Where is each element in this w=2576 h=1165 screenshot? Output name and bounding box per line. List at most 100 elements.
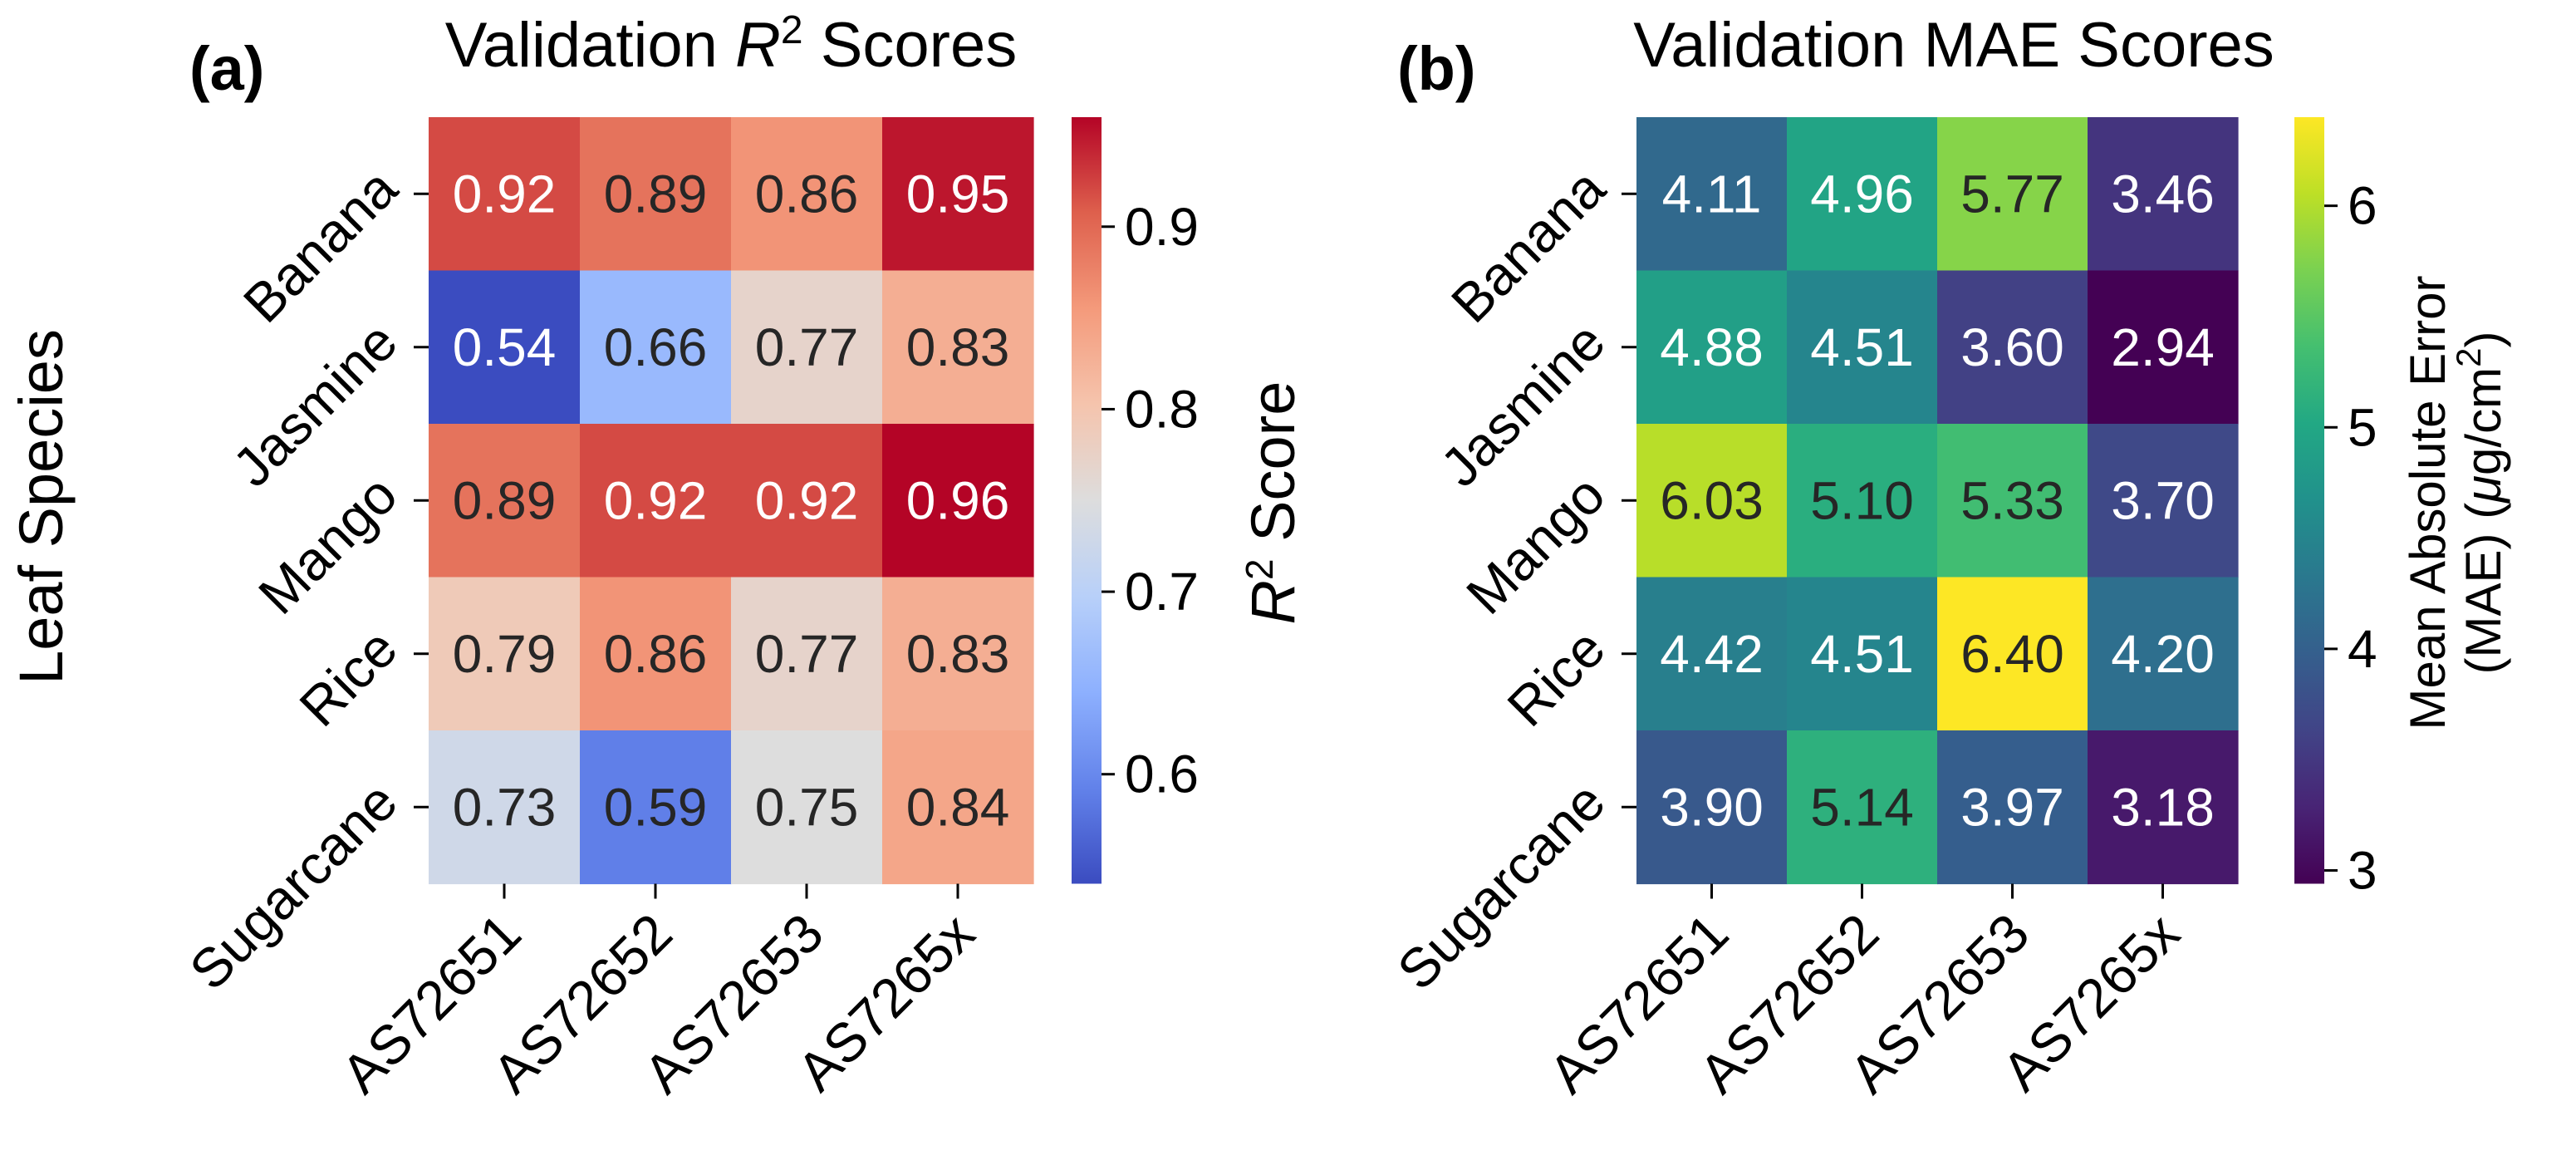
cell-label-a-3-3: 0.83 xyxy=(906,624,1010,684)
colorbar-a-label-suffix: Score xyxy=(1239,381,1308,559)
heatmap-mae: 4.11 4.96 5.77 3.46 4.88 4.51 3.60 2.94 6.03 5.10… xyxy=(1636,117,2239,885)
cell-a-0-1 xyxy=(580,117,732,272)
colorbar-tick-label-a-3: 0.9 xyxy=(1125,197,1199,257)
cell-a-0-3 xyxy=(882,117,1034,272)
colorbar-b-label-unit: g/cm xyxy=(2456,367,2511,475)
cell-a-4-0 xyxy=(429,730,581,885)
colorbar-b-label-suffix: ) xyxy=(2456,332,2511,348)
cell-label-b-1-1: 4.51 xyxy=(1810,317,1914,377)
ytick-label-b-0: Banana xyxy=(1440,157,1617,334)
cell-a-4-1 xyxy=(580,730,732,885)
cell-b-3-0 xyxy=(1636,577,1788,731)
cell-a-4-3 xyxy=(882,730,1034,885)
cell-label-a-0-1: 0.89 xyxy=(604,164,708,224)
cell-b-0-3 xyxy=(2088,117,2239,272)
cell-a-3-2 xyxy=(731,577,883,731)
cell-b-0-0 xyxy=(1636,117,1788,272)
cell-label-a-1-0: 0.54 xyxy=(453,317,557,377)
colorbar-a-label: R2 Score xyxy=(1238,381,1308,625)
colorbar-tick-label-a-0: 0.6 xyxy=(1125,745,1199,804)
panel-a-title-prefix: Validation xyxy=(445,10,735,81)
panel-a-label: (a) xyxy=(189,34,264,103)
ytick-label-a-1: Jasmine xyxy=(221,310,409,498)
cell-b-1-3 xyxy=(2088,270,2239,425)
panel-b: (b) Validation MAE Scores 4.11 4.96 5.77 3.… xyxy=(1386,10,2511,1104)
cell-label-b-2-3: 3.70 xyxy=(2111,470,2215,530)
figure-ylabel: Leaf Species xyxy=(7,329,76,685)
cell-a-1-3 xyxy=(882,270,1034,425)
cell-a-0-2 xyxy=(731,117,883,272)
ytick-label-b-1: Jasmine xyxy=(1429,310,1617,498)
cell-a-2-0 xyxy=(429,424,581,578)
cell-label-a-4-1: 0.59 xyxy=(604,777,708,837)
cell-label-b-2-2: 5.33 xyxy=(1960,470,2064,530)
cell-label-a-1-3: 0.83 xyxy=(906,317,1010,377)
cell-b-1-0 xyxy=(1636,270,1788,425)
cell-a-2-2 xyxy=(731,424,883,578)
colorbar-r2: 0.6 0.7 0.8 0.9 xyxy=(1072,117,1199,884)
cell-b-1-1 xyxy=(1787,270,1938,425)
ytick-label-b-3: Rice xyxy=(1495,617,1617,738)
cell-label-b-0-3: 3.46 xyxy=(2111,164,2215,224)
cell-b-4-2 xyxy=(1937,730,2088,885)
cell-b-2-2 xyxy=(1937,424,2088,578)
cell-b-4-3 xyxy=(2088,730,2239,885)
cell-label-a-4-3: 0.84 xyxy=(906,777,1010,837)
cell-b-4-0 xyxy=(1636,730,1788,885)
cell-label-b-4-1: 5.14 xyxy=(1810,777,1914,837)
colorbar-tick-label-b-2: 5 xyxy=(2348,397,2377,457)
cell-label-a-1-1: 0.66 xyxy=(604,317,708,377)
cell-a-2-3 xyxy=(882,424,1034,578)
ytick-label-a-0: Banana xyxy=(232,157,409,334)
cell-label-b-4-0: 3.90 xyxy=(1660,777,1764,837)
cell-label-b-2-1: 5.10 xyxy=(1810,470,1914,530)
cell-label-a-4-2: 0.75 xyxy=(755,777,859,837)
cell-label-b-1-2: 3.60 xyxy=(1960,317,2064,377)
cell-label-a-2-3: 0.96 xyxy=(906,470,1010,530)
cell-b-2-0 xyxy=(1636,424,1788,578)
cell-b-0-2 xyxy=(1937,117,2088,272)
colorbar-tick-label-b-1: 4 xyxy=(2348,619,2377,679)
cell-b-2-1 xyxy=(1787,424,1938,578)
cell-b-0-1 xyxy=(1787,117,1938,272)
cell-label-a-3-2: 0.77 xyxy=(755,624,859,684)
cell-label-b-3-3: 4.20 xyxy=(2111,624,2215,684)
cell-label-b-2-0: 6.03 xyxy=(1660,470,1764,530)
cell-label-b-0-2: 5.77 xyxy=(1960,164,2064,224)
colorbar-b-label-sup: 2 xyxy=(2449,348,2488,367)
cell-label-a-2-0: 0.89 xyxy=(453,470,557,530)
cell-label-b-3-1: 4.51 xyxy=(1810,624,1914,684)
panel-a-title: Validation R2 Scores xyxy=(445,8,1018,81)
cell-label-b-0-0: 4.11 xyxy=(1662,164,1762,224)
colorbar-b-label-prefix: (MAE) ( xyxy=(2456,503,2511,675)
cell-label-a-4-0: 0.73 xyxy=(453,777,557,837)
panel-a-title-var: R xyxy=(735,10,781,81)
ytick-label-b-4: Sugarcane xyxy=(1386,770,1617,1001)
panel-a-title-suffix: Scores xyxy=(803,10,1018,81)
cell-b-3-1 xyxy=(1787,577,1938,731)
colorbar-bar-a xyxy=(1072,117,1102,884)
cell-a-3-0 xyxy=(429,577,581,731)
colorbar-tick-label-a-1: 0.7 xyxy=(1125,562,1199,622)
cell-label-a-2-1: 0.92 xyxy=(604,470,708,530)
cell-label-b-1-0: 4.88 xyxy=(1660,317,1764,377)
cell-label-a-3-0: 0.79 xyxy=(453,624,557,684)
cell-label-b-4-2: 3.97 xyxy=(1960,777,2064,837)
colorbar-tick-label-b-0: 3 xyxy=(2348,841,2377,901)
cell-label-b-4-3: 3.18 xyxy=(2111,777,2215,837)
cell-label-a-2-2: 0.92 xyxy=(755,470,859,530)
cell-label-a-0-3: 0.95 xyxy=(906,164,1010,224)
colorbar-a-label-var: R xyxy=(1239,580,1308,624)
panel-a-title-sup: 2 xyxy=(781,8,803,52)
cell-a-3-3 xyxy=(882,577,1034,731)
cell-label-b-3-2: 6.40 xyxy=(1960,624,2064,684)
colorbar-a-label-sup: 2 xyxy=(1238,558,1281,580)
cell-a-4-2 xyxy=(731,730,883,885)
colorbar-b-label-mu: μ xyxy=(2456,475,2511,504)
cell-a-2-1 xyxy=(580,424,732,578)
colorbar-tick-label-b-3: 6 xyxy=(2348,176,2377,236)
